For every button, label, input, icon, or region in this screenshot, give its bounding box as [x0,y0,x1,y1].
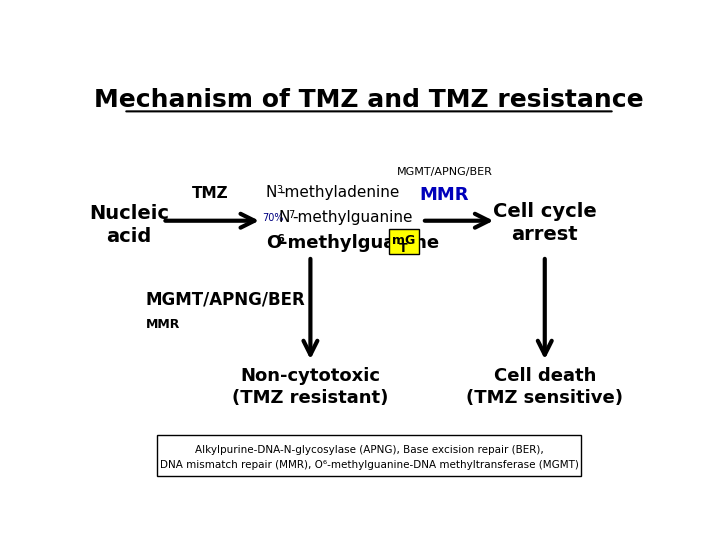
Text: MMR: MMR [420,186,469,204]
Text: Alkylpurine-DNA-N-glycosylase (APNG), Base excision repair (BER),: Alkylpurine-DNA-N-glycosylase (APNG), Ba… [194,446,544,455]
Text: mG: mG [392,234,415,247]
Text: TMZ: TMZ [192,186,228,201]
Text: Non-cytotoxic
(TMZ resistant): Non-cytotoxic (TMZ resistant) [233,367,389,407]
Text: 3: 3 [276,185,282,194]
Text: MMR: MMR [145,318,180,331]
Text: DNA mismatch repair (MMR), O⁶-methylguanine-DNA methyltransferase (MGMT): DNA mismatch repair (MMR), O⁶-methylguan… [160,460,578,470]
Text: Cell death
(TMZ sensitive): Cell death (TMZ sensitive) [467,367,624,407]
Text: N: N [266,185,277,200]
Text: O: O [266,234,281,252]
Text: Nucleic
acid: Nucleic acid [89,204,169,246]
Text: 7: 7 [288,210,294,220]
Text: 6: 6 [276,234,284,245]
Text: Mechanism of TMZ and TMZ resistance: Mechanism of TMZ and TMZ resistance [94,88,644,112]
Text: 70%: 70% [262,213,284,223]
Text: MGMT/APNG/BER: MGMT/APNG/BER [397,167,492,177]
Text: N: N [278,210,289,225]
Text: Cell cycle
arrest: Cell cycle arrest [493,201,597,244]
Text: MGMT/APNG/BER: MGMT/APNG/BER [145,291,305,309]
Text: -methylguanine: -methylguanine [292,210,413,225]
Bar [157,435,581,476]
Text: T: T [400,242,408,255]
Text: -methylguanine: -methylguanine [280,234,439,252]
Text: -methyladenine: -methyladenine [280,185,400,200]
Bar [389,229,419,254]
